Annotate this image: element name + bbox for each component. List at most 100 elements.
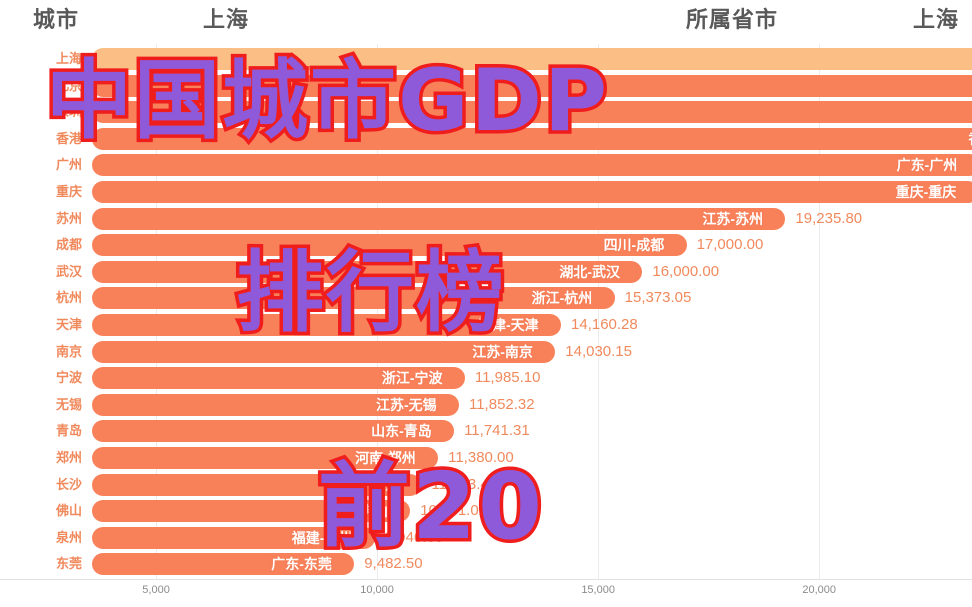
y-axis-city-label: 无锡 xyxy=(55,396,82,412)
y-axis-city-label: 杭州 xyxy=(55,290,82,306)
bar-row: 无锡 江苏-无锡 11,852.32 xyxy=(0,392,972,418)
bar-inline-label: 广东-佛山 xyxy=(327,503,388,520)
bar[interactable] xyxy=(92,526,375,549)
bar-inline-label: 湖北-武汉 xyxy=(559,263,621,280)
chart-header: 城市 上海 所属省市 上海 xyxy=(0,0,972,36)
bar[interactable] xyxy=(92,447,439,469)
bar-inline-label: 福建-泉州 xyxy=(291,529,353,546)
y-axis-city-label: 南京 xyxy=(55,343,82,359)
bar-inline-label: 湖南-长沙 xyxy=(338,476,400,493)
bar[interactable] xyxy=(92,367,465,390)
bar-row: 郑州 河南-郑州 11,380.00 xyxy=(0,445,972,471)
bar-value-label: 16,000.00 xyxy=(652,262,720,280)
x-axis-tick-label: 10,000 xyxy=(360,584,394,596)
bar-inline-label: 天津-天津 xyxy=(478,317,539,333)
bar[interactable] xyxy=(92,48,972,70)
bar-inline-label: 重庆-重庆 xyxy=(895,184,957,200)
bar-row: 成都 四川-成都 17,000.00 xyxy=(0,232,972,258)
bar-row: 长沙 湖南-长沙 11,003.41 xyxy=(0,472,972,498)
bar-value-label: 19,235.80 xyxy=(795,209,863,227)
bar-inline-label: 河南-郑州 xyxy=(355,450,416,466)
y-axis-city-label: 泉州 xyxy=(55,529,82,545)
bar-value-label: 9,946.66 xyxy=(384,528,444,546)
bar[interactable] xyxy=(92,420,455,443)
bar[interactable] xyxy=(92,234,687,257)
bar-chart-plot-area: 上海上海-上海35,371.00北京北京-北京33,106.27深圳广东-深圳2… xyxy=(0,44,972,579)
bar-value-label: 11,380.00 xyxy=(448,449,514,466)
bar[interactable] xyxy=(92,500,411,523)
bar-row: 香港香港-香港25,250.92 xyxy=(0,126,972,152)
bar[interactable] xyxy=(92,340,556,363)
y-axis-city-label: 上海 xyxy=(55,51,82,66)
bar-row: 东莞 广东-东莞 9,482.50 xyxy=(0,551,972,577)
y-axis-city-label: 郑州 xyxy=(55,450,82,465)
bar-row: 北京北京-北京33,106.27 xyxy=(0,73,972,99)
bar-row: 天津 天津-天津 14,160.28 xyxy=(0,312,972,338)
bar-row: 宁波 浙江-宁波 11,985.10 xyxy=(0,365,972,391)
y-axis-city-label: 宁波 xyxy=(55,370,82,386)
bar[interactable] xyxy=(92,314,562,336)
bar-row: 南京 江苏-南京 14,030.15 xyxy=(0,339,972,365)
bar[interactable] xyxy=(92,127,972,150)
bar-inline-label: 江苏-苏州 xyxy=(702,210,764,227)
y-axis-city-label: 成都 xyxy=(55,237,82,253)
bar-inline-label: 四川-成都 xyxy=(603,237,665,254)
x-axis-tick-label: 5,000 xyxy=(142,584,170,596)
bar-row: 佛山 广东-佛山 10,751.02 xyxy=(0,498,972,524)
bar-inline-label: 江苏-无锡 xyxy=(375,396,437,413)
y-axis-city-label: 天津 xyxy=(55,317,82,332)
bar-inline-label: 浙江-宁波 xyxy=(381,370,443,387)
header-province-label: 所属省市 xyxy=(686,7,779,32)
bar-value-label: 14,160.28 xyxy=(571,316,638,333)
grid-line xyxy=(819,44,821,579)
bar[interactable] xyxy=(92,154,972,177)
header-city-value: 上海 xyxy=(203,7,250,32)
bar-value-label: 15,373.05 xyxy=(624,289,692,307)
header-province-value: 上海 xyxy=(913,7,960,32)
x-axis-tick-label: 15,000 xyxy=(581,584,615,596)
bar-inline-label: 浙江-杭州 xyxy=(531,290,593,307)
bar[interactable] xyxy=(92,207,786,230)
y-axis-city-label: 深圳 xyxy=(55,104,82,120)
bar-inline-label: 江苏-南京 xyxy=(472,343,533,360)
grid-line xyxy=(156,44,158,579)
bar[interactable] xyxy=(92,393,459,416)
bar-row: 杭州 浙江-杭州 15,373.05 xyxy=(0,285,972,311)
bar-value-label: 11,741.31 xyxy=(464,422,530,440)
y-axis-city-label: 重庆 xyxy=(55,184,82,199)
bar-value-label: 17,000.00 xyxy=(696,236,764,254)
bar-value-label: 9,482.50 xyxy=(364,555,423,573)
bar-row: 深圳广东-深圳27,000.00 xyxy=(0,99,972,125)
y-axis-city-label: 青岛 xyxy=(55,423,82,439)
bar-value-label: 10,751.02 xyxy=(420,502,488,520)
bar-row: 泉州 福建-泉州 9,946.66 xyxy=(0,525,972,551)
x-axis: 5,00010,00015,00020,00025,00030,00035,00… xyxy=(0,579,972,607)
bar-value-label: 11,985.10 xyxy=(474,369,541,387)
bar-inline-label: 广东-广州 xyxy=(896,157,958,174)
bar-value-label: 11,003.41 xyxy=(431,475,498,493)
y-axis-city-label: 佛山 xyxy=(55,503,82,519)
bar-inline-label: 山东-青岛 xyxy=(371,423,432,440)
grid-line xyxy=(377,44,379,579)
bar[interactable] xyxy=(92,101,972,124)
bar[interactable] xyxy=(92,553,355,576)
y-axis-city-label: 苏州 xyxy=(55,210,82,226)
bar-inline-label: 香港-香港 xyxy=(968,126,972,152)
x-axis-tick-label: 20,000 xyxy=(802,584,837,596)
bar[interactable] xyxy=(92,260,643,283)
header-city-label: 城市 xyxy=(33,7,80,32)
bar[interactable] xyxy=(92,181,972,203)
y-axis-city-label: 长沙 xyxy=(55,476,82,492)
x-axis-line xyxy=(0,579,972,580)
bar-inline-label: 广东-东莞 xyxy=(271,556,332,573)
bar[interactable] xyxy=(92,473,422,496)
bar[interactable] xyxy=(92,287,615,310)
grid-line xyxy=(598,44,600,579)
bar[interactable] xyxy=(92,74,972,97)
bar-row: 青岛 山东-青岛 11,741.31 xyxy=(0,418,972,444)
bar-row: 苏州 江苏-苏州 19,235.80 xyxy=(0,206,972,232)
y-axis-city-label: 武汉 xyxy=(55,263,82,279)
